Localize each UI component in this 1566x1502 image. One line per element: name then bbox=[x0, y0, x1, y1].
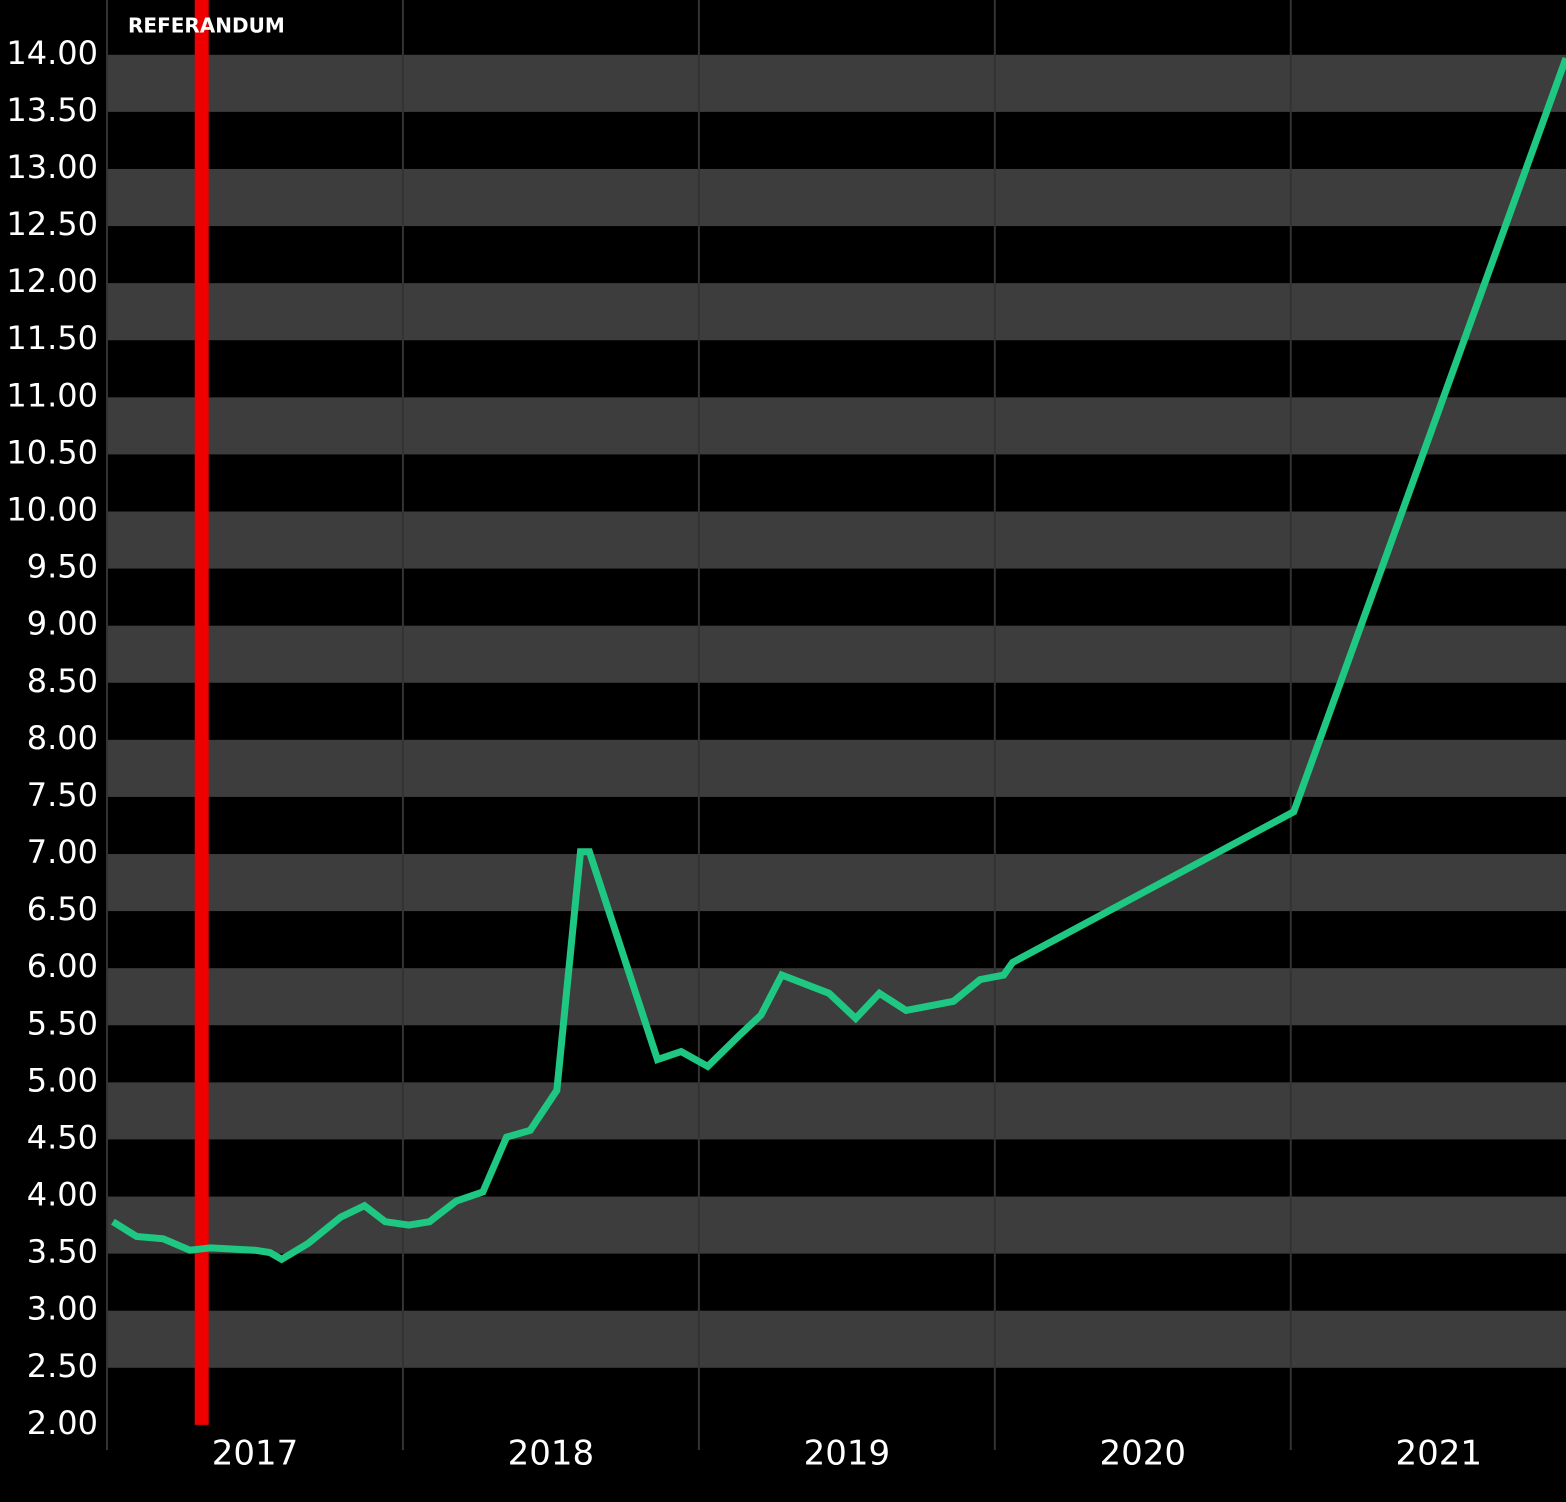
y-tick-label: 9.00 bbox=[27, 605, 98, 643]
grid-band bbox=[107, 854, 1566, 912]
y-tick-label: 6.50 bbox=[27, 890, 98, 928]
y-tick-label: 12.00 bbox=[6, 262, 98, 300]
x-tick-label: 2019 bbox=[804, 1434, 891, 1474]
data-line bbox=[111, 57, 1566, 1264]
y-tick-label: 7.50 bbox=[27, 776, 98, 814]
y-tick-label: 8.50 bbox=[27, 662, 98, 700]
grid-band bbox=[107, 1082, 1566, 1140]
grid-band bbox=[107, 739, 1566, 797]
grid-band bbox=[107, 397, 1566, 455]
y-tick-label: 2.00 bbox=[27, 1404, 98, 1442]
y-tick-label: 5.50 bbox=[27, 1004, 98, 1042]
y-tick-label: 14.00 bbox=[6, 34, 98, 72]
y-tick-label: 6.00 bbox=[27, 947, 98, 985]
y-tick-label: 2.50 bbox=[27, 1347, 98, 1385]
x-tick-label: 2020 bbox=[1100, 1434, 1187, 1474]
y-tick-label: 10.00 bbox=[6, 490, 98, 528]
y-tick-label: 10.50 bbox=[6, 433, 98, 471]
y-tick-label: 3.00 bbox=[27, 1290, 98, 1328]
y-tick-label: 9.50 bbox=[27, 548, 98, 586]
y-tick-label: 4.00 bbox=[27, 1176, 98, 1214]
y-tick-label: 4.50 bbox=[27, 1118, 98, 1156]
y-tick-label: 13.50 bbox=[6, 91, 98, 129]
y-tick-label: 3.50 bbox=[27, 1233, 98, 1271]
y-tick-label: 13.00 bbox=[6, 148, 98, 186]
y-tick-label: 12.50 bbox=[6, 205, 98, 243]
grid-band bbox=[107, 625, 1566, 683]
grid-band bbox=[107, 168, 1566, 227]
grid-band bbox=[107, 54, 1566, 112]
grid-band bbox=[107, 1310, 1566, 1368]
y-tick-label: 11.00 bbox=[6, 376, 98, 414]
x-tick-label: 2017 bbox=[212, 1434, 299, 1474]
y-tick-label: 5.00 bbox=[27, 1061, 98, 1099]
y-tick-label: 7.00 bbox=[27, 833, 98, 871]
y-tick-label: 8.00 bbox=[27, 719, 98, 757]
grid-band bbox=[107, 283, 1566, 341]
x-tick-label: 2021 bbox=[1395, 1434, 1482, 1474]
grid-band bbox=[107, 511, 1566, 569]
x-tick-label: 2018 bbox=[508, 1434, 595, 1474]
annotation-label: REFERANDUM bbox=[128, 14, 285, 38]
y-tick-label: 11.50 bbox=[6, 319, 98, 357]
grid-band bbox=[107, 1196, 1566, 1254]
